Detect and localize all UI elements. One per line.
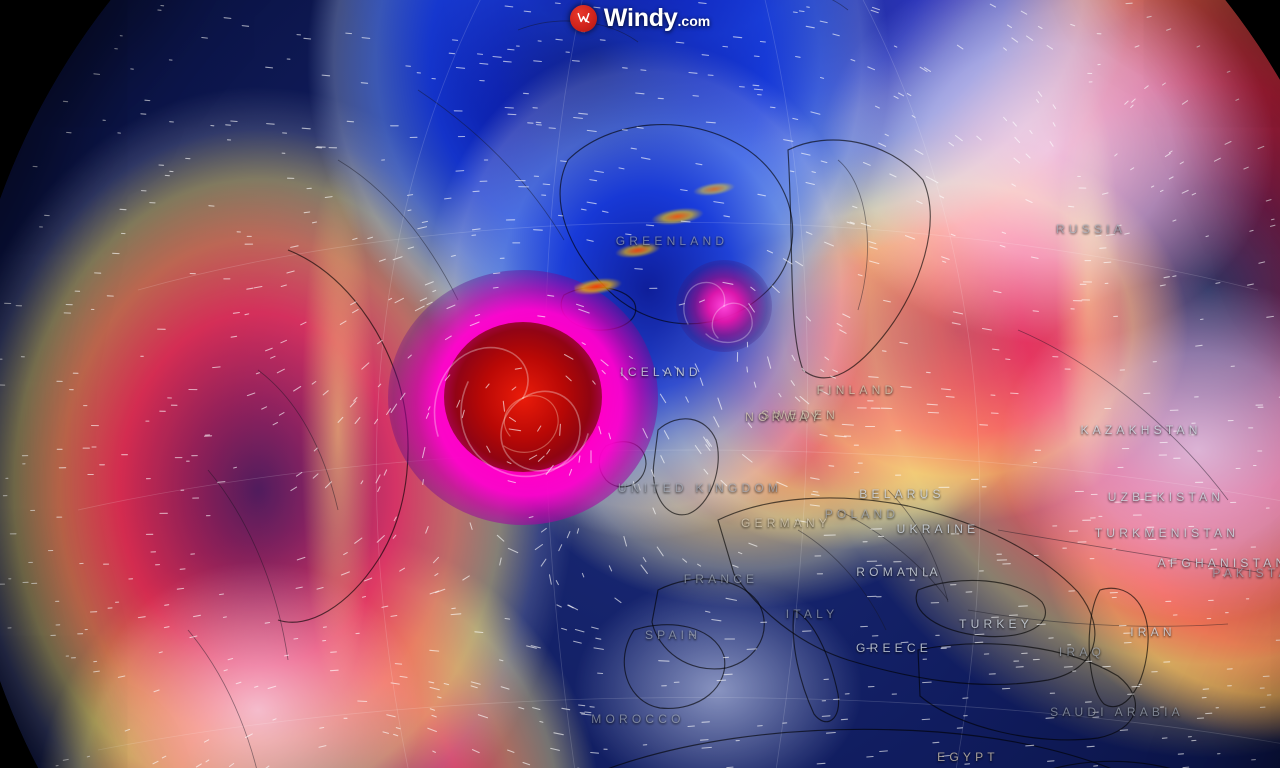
windy-logo[interactable]: Windy.com xyxy=(569,5,710,32)
primary-cyclone-vortex xyxy=(388,270,658,525)
brand-word: Windy xyxy=(603,4,678,32)
brand-suffix: .com xyxy=(677,13,711,29)
windy-wordmark: Windy.com xyxy=(604,6,710,31)
cyclone-spiral-arms xyxy=(433,346,589,478)
windy-logo-icon xyxy=(569,5,597,32)
